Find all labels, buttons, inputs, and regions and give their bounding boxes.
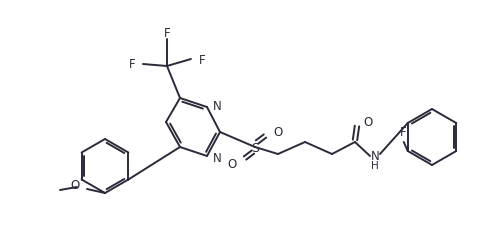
Text: F: F: [400, 126, 406, 139]
Text: O: O: [71, 179, 80, 192]
Text: O: O: [228, 157, 237, 170]
Text: O: O: [273, 125, 282, 138]
Text: F: F: [199, 53, 206, 66]
Text: N: N: [213, 151, 222, 164]
Text: F: F: [164, 26, 170, 39]
Text: H: H: [371, 160, 379, 170]
Text: S: S: [251, 141, 259, 154]
Text: F: F: [128, 58, 135, 71]
Text: O: O: [363, 115, 372, 128]
Text: N: N: [371, 149, 380, 162]
Text: N: N: [213, 100, 222, 113]
